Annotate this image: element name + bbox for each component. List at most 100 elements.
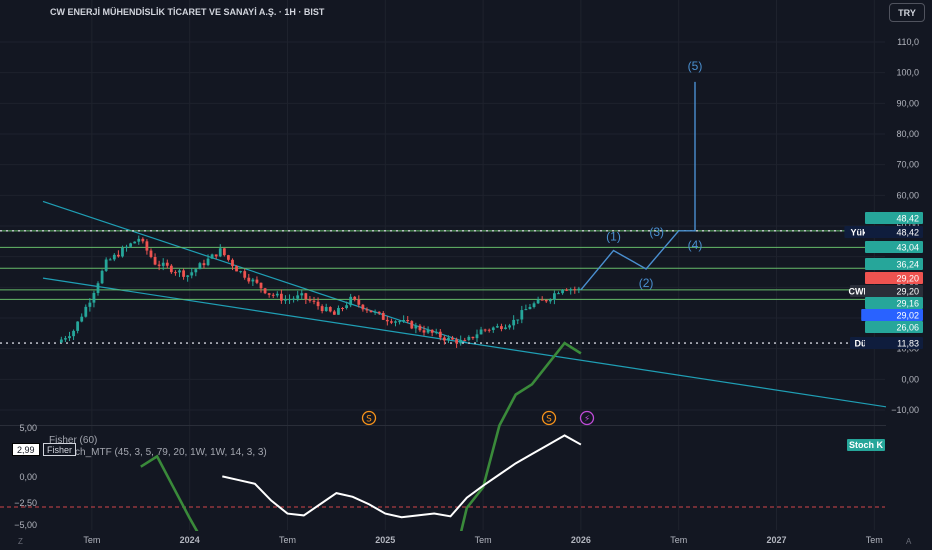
price-tick: 80,00	[896, 129, 919, 139]
fisher-tick: 0,00	[19, 472, 37, 482]
candle-body	[112, 254, 116, 260]
candle-body	[271, 294, 275, 296]
candle-body	[288, 299, 291, 301]
fisher-tick: −5,00	[14, 520, 37, 530]
fisher-tag-label: Fisher	[43, 443, 77, 456]
stoch-k-line	[222, 434, 582, 519]
price-label-value: 48,42	[896, 214, 919, 224]
candle-body	[72, 330, 75, 337]
candle-body	[149, 250, 153, 257]
stoch-label-bg	[847, 439, 885, 451]
candle-body	[218, 248, 222, 257]
auto-scale-icon[interactable]: A	[906, 537, 912, 546]
candle-body	[275, 293, 279, 296]
candle-body	[198, 263, 202, 270]
candle-body	[320, 306, 324, 312]
candle-body	[540, 299, 544, 301]
candle-body	[548, 299, 552, 302]
price-tick: 60,00	[896, 190, 919, 200]
price-label-bg	[865, 241, 923, 253]
candle-body	[561, 289, 564, 294]
candle-body	[520, 310, 524, 320]
currency-button[interactable]: TRY	[889, 3, 925, 22]
candle-body	[235, 266, 238, 272]
candle-body	[434, 331, 438, 333]
candle-body	[459, 340, 463, 344]
fisher-tick: 5,00	[19, 423, 37, 433]
candle-body	[255, 279, 259, 283]
timezone-icon[interactable]: Z	[18, 537, 23, 546]
price-label-value: 29,16	[896, 299, 919, 309]
elliott-wave-projection: (1) (2) (3) (4) (5)	[580, 59, 702, 291]
candle-body	[418, 325, 422, 331]
candle-body	[243, 271, 247, 278]
price-axis: 110,0100,090,0080,0070,0060,0050,0030,00…	[844, 27, 932, 532]
candle-body	[467, 336, 471, 341]
candle-body	[500, 326, 503, 330]
candle-body	[353, 296, 357, 300]
candle-body	[178, 270, 181, 273]
candle-body	[68, 336, 71, 339]
price-label-value: 48,42	[896, 228, 919, 238]
candle-body	[398, 321, 401, 323]
candle-body	[76, 321, 80, 331]
candle-body	[80, 316, 84, 322]
candle-body	[96, 283, 100, 293]
price-tick: 0,00	[901, 374, 919, 384]
candle-body	[214, 254, 218, 257]
trendlines	[42, 200, 907, 411]
candle-body	[544, 299, 548, 302]
price-tick: −10,00	[891, 405, 919, 415]
time-tick: 2024	[180, 535, 200, 545]
candle-body	[373, 311, 377, 313]
candle-body	[210, 254, 214, 259]
price-label-bg	[865, 285, 923, 297]
candle-body	[337, 307, 340, 315]
split-marker-icon: S	[366, 415, 372, 425]
candle-body	[169, 265, 173, 273]
stoch-legend[interactable]: Stoch_MTF (45, 3, 5, 79, 20, 1W, 1W, 14,…	[60, 447, 267, 458]
candle-body	[174, 272, 177, 274]
candle-body	[345, 305, 348, 309]
candle-body	[308, 299, 312, 301]
candle-body	[116, 254, 120, 257]
split-marker-icon-ring	[361, 410, 377, 426]
time-tick: Tem	[866, 535, 883, 545]
candle-body	[536, 299, 540, 304]
candle-body	[279, 293, 283, 301]
candle-body	[312, 300, 316, 302]
candle-body	[108, 259, 112, 261]
fisher-legend[interactable]: Fisher (60)	[49, 435, 98, 446]
event-markers: S S ⚡	[361, 410, 595, 426]
candle-body	[475, 334, 479, 339]
candle-body	[524, 309, 528, 311]
candle-body	[553, 293, 556, 300]
price-label-bg	[865, 297, 923, 309]
time-tick: Tem	[670, 535, 687, 545]
candle-body	[377, 311, 381, 313]
fisher-tick: −2,50	[14, 498, 37, 508]
candle-body	[161, 262, 165, 266]
candle-body	[495, 326, 499, 328]
candle-body	[341, 307, 344, 309]
candle-body	[463, 340, 467, 342]
price-label-value: 29,20	[896, 287, 919, 297]
candle-body	[222, 248, 226, 256]
candle-body	[190, 272, 194, 276]
candle-body	[430, 329, 434, 333]
candle-body	[227, 255, 230, 260]
candle-body	[491, 327, 495, 331]
candle-body	[296, 295, 300, 299]
time-tick: Tem	[83, 535, 100, 545]
time-axis: Tem 2024 Tem 2025 Tem 2026 Tem 2027 Tem	[0, 531, 932, 550]
stoch-label-name: Stoch K	[849, 440, 884, 450]
candle-body	[385, 319, 389, 322]
candle-body	[324, 307, 328, 312]
candle-body	[284, 299, 287, 301]
time-tick: Tem	[279, 535, 296, 545]
candle-body	[512, 319, 516, 326]
candle-body	[349, 296, 353, 306]
candle-body	[194, 269, 198, 273]
